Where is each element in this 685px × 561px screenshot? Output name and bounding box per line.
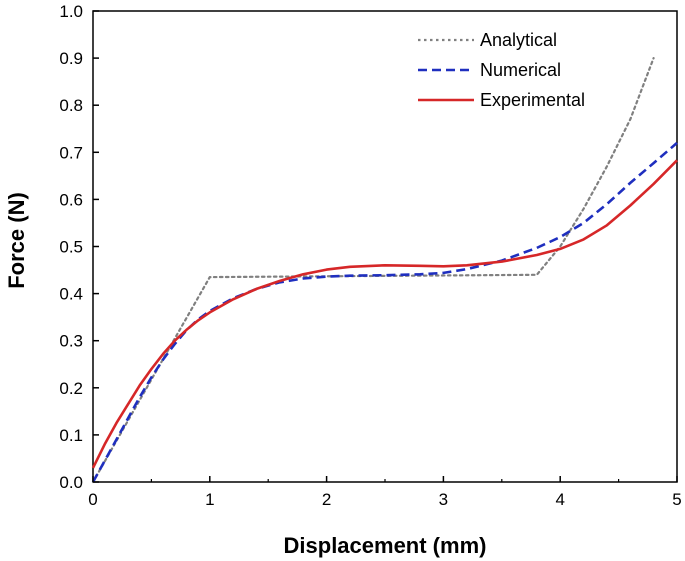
plot-border: [92, 10, 678, 483]
series-line-experimental: [91, 159, 678, 469]
x-tick-label: 4: [555, 490, 564, 509]
x-axis-label: Displacement (mm): [284, 533, 487, 558]
x-tick-label: 0: [88, 490, 97, 509]
series-line-analytical: [91, 56, 655, 484]
x-tick-label: 3: [439, 490, 448, 509]
x-tick-label: 5: [672, 490, 681, 509]
y-tick-label: 1.0: [59, 2, 83, 21]
x-axis: 0 1 2 3 4 5: [88, 476, 682, 509]
y-tick-label: 0.1: [59, 426, 83, 445]
plot-frame: [92, 10, 678, 483]
y-tick-label: 0.8: [59, 96, 83, 115]
series-layer: [91, 56, 678, 484]
y-tick-label: 0.5: [59, 238, 83, 257]
y-tick-label: 0.9: [59, 49, 83, 68]
legend-label-numerical: Numerical: [480, 60, 561, 80]
y-tick-label: 0.2: [59, 379, 83, 398]
x-tick-label: 1: [205, 490, 214, 509]
legend: Analytical Numerical Experimental: [418, 30, 585, 110]
series-line-numerical: [91, 141, 678, 483]
legend-label-experimental: Experimental: [480, 90, 585, 110]
y-tick-label: 0.4: [59, 285, 83, 304]
y-tick-label: 0.0: [59, 473, 83, 492]
y-tick-label: 0.6: [59, 190, 83, 209]
y-tick-label: 0.7: [59, 143, 83, 162]
y-axis: 0.0 0.1 0.2 0.3 0.4 0.5 0.6 0.7 0.8 0.9 1.0: [59, 2, 99, 492]
y-axis-label: Force (N): [4, 192, 29, 289]
legend-label-analytical: Analytical: [480, 30, 557, 50]
y-tick-label: 0.3: [59, 332, 83, 351]
x-tick-label: 2: [322, 490, 331, 509]
